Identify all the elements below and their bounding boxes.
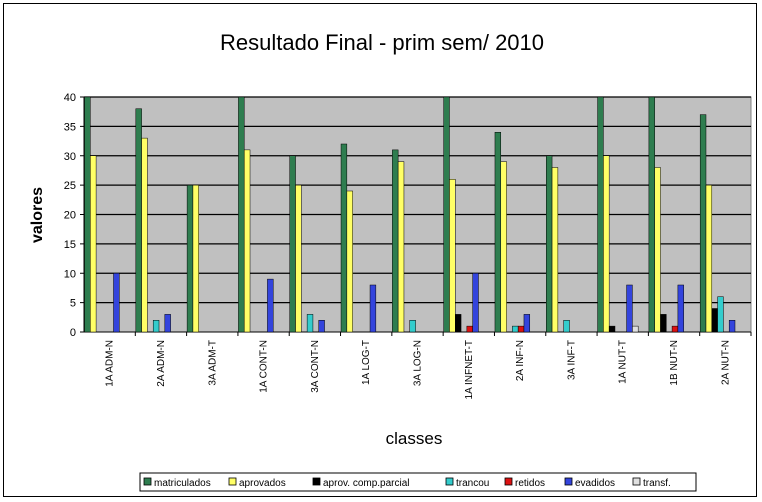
y-tick-label: 20 — [64, 210, 76, 222]
bar — [512, 325, 519, 333]
bar — [318, 320, 325, 333]
bar — [711, 308, 718, 333]
legend-box — [139, 472, 697, 492]
bar — [455, 314, 462, 333]
x-tick-label: 1A CONT-N — [259, 340, 270, 393]
x-tick-label: 1A INFNET-T — [464, 340, 475, 399]
legend-swatch — [445, 477, 454, 486]
bar — [443, 96, 450, 333]
bar — [340, 143, 348, 333]
bar — [648, 96, 655, 333]
chart-title: Resultado Final - prim sem/ 2010 — [220, 30, 544, 55]
x-tick-label: 3A CONT-N — [310, 340, 321, 393]
bar — [141, 137, 148, 333]
legend-label: retidos — [515, 478, 545, 489]
bar — [113, 273, 120, 333]
x-tick-label: 1A NUT-T — [618, 340, 629, 384]
bar — [699, 114, 707, 333]
bar — [466, 325, 473, 333]
bar — [135, 108, 142, 333]
bar — [603, 155, 610, 333]
x-tick-label: 2A INF-N — [515, 340, 526, 381]
bar — [494, 132, 502, 333]
bar — [90, 155, 97, 333]
y-tick-label: 35 — [64, 121, 76, 133]
bar — [186, 184, 194, 333]
bar — [608, 325, 616, 333]
bar — [626, 284, 633, 333]
y-tick-label: 5 — [70, 298, 76, 310]
bar — [289, 155, 296, 333]
bar — [238, 96, 245, 333]
x-tick-label: 1A ADM-N — [105, 340, 116, 387]
legend-label: transf. — [643, 478, 671, 489]
legend-label: trancou — [456, 478, 489, 489]
bar — [597, 96, 604, 333]
bar — [152, 320, 160, 333]
bar — [523, 314, 531, 333]
bar — [192, 184, 199, 333]
bar — [677, 284, 684, 333]
bar — [409, 320, 416, 333]
bar — [267, 278, 274, 333]
bar — [346, 190, 353, 333]
bar — [671, 325, 679, 333]
legend-swatch — [228, 477, 237, 486]
x-tick-label: 3A INF-T — [566, 340, 577, 380]
bar — [84, 96, 91, 333]
x-tick-label: 1A LOG-T — [361, 340, 372, 385]
bar — [397, 161, 405, 333]
x-axis-label: classes — [386, 429, 443, 448]
y-tick-label: 30 — [64, 151, 76, 163]
bar — [660, 314, 667, 333]
y-tick-label: 25 — [64, 180, 76, 192]
y-axis-label: valores — [29, 187, 46, 243]
bar — [369, 284, 377, 333]
bar — [449, 179, 456, 333]
bar — [632, 325, 639, 333]
legend-label: matriculados — [154, 478, 211, 489]
x-tick-label: 3A LOG-N — [413, 340, 424, 386]
y-tick-label: 10 — [64, 268, 76, 280]
x-tick-label: 3A ADM-T — [207, 340, 218, 386]
bar — [500, 161, 507, 333]
legend-label: aprov. comp.parcial — [323, 478, 410, 489]
bar — [654, 167, 661, 333]
bar — [705, 184, 713, 333]
legend-swatch — [504, 477, 513, 486]
bar — [546, 155, 553, 333]
bar — [717, 296, 724, 333]
bar — [728, 320, 736, 333]
legend-swatch — [632, 477, 641, 486]
bar — [306, 314, 314, 333]
legend-label: aprovados — [239, 478, 286, 489]
legend-swatch — [312, 477, 321, 486]
bar — [563, 320, 570, 333]
bar — [551, 167, 559, 333]
bar — [243, 149, 251, 333]
x-tick-label: 2A ADM-N — [156, 340, 167, 387]
bar — [472, 273, 479, 333]
x-tick-label: 1B NUT-N — [669, 340, 680, 386]
x-tick-label: 2A NUT-N — [720, 340, 731, 385]
legend-label: evadidos — [575, 478, 615, 489]
legend-swatch — [564, 477, 573, 486]
bar — [295, 184, 302, 333]
bar — [517, 325, 525, 333]
bar — [164, 314, 171, 333]
legend-swatch — [143, 477, 152, 486]
y-tick-label: 15 — [64, 239, 76, 251]
y-tick-label: 40 — [64, 92, 76, 104]
bar — [392, 149, 399, 333]
y-tick-label: 0 — [70, 327, 76, 339]
